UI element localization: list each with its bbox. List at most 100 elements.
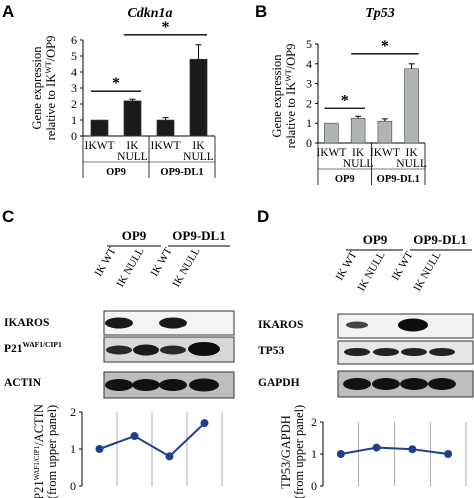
band — [105, 379, 133, 391]
band — [373, 348, 399, 356]
panel-d-blot-label-ikaros: IKAROS — [258, 319, 303, 331]
y-tick-label: 5 — [71, 49, 77, 63]
panel-d-quant-ylabel-line1: TP53/GAPDH — [279, 415, 293, 489]
panel-c-quant-chart: 0 1 2 — [70, 405, 223, 493]
band — [105, 317, 133, 329]
data-point — [200, 419, 209, 428]
bar — [90, 119, 109, 137]
band — [429, 348, 455, 356]
category-label: NULL — [183, 151, 214, 163]
data-point — [372, 443, 381, 452]
category-label: NULL — [117, 151, 148, 163]
panel-a-label: A — [2, 2, 14, 21]
band — [346, 321, 368, 329]
category-label: IKWT — [316, 147, 346, 159]
band — [401, 348, 427, 356]
y-tick-label: 1 — [71, 113, 77, 127]
band — [400, 378, 428, 390]
band — [343, 378, 371, 390]
panel-c-label: C — [2, 207, 14, 226]
y-tick-label: 2 — [70, 405, 76, 419]
panel-c-blot-p21 — [103, 336, 235, 363]
y-tick-label: 4 — [71, 65, 77, 79]
bar — [156, 119, 175, 137]
bar — [123, 100, 142, 137]
y-tick-label: 1 — [311, 447, 317, 461]
panel-c-lane-3: IK WT — [149, 245, 175, 278]
bar — [404, 68, 419, 144]
panel-d: D OP9 OP9-DL1 IK WT IK NULL IK WT IK NUL… — [257, 207, 474, 498]
band — [344, 348, 370, 356]
panel-c-blot-ikaros — [103, 310, 235, 336]
y-tick-label: 2 — [311, 415, 317, 429]
band — [189, 378, 219, 392]
group-label: OP9-DL1 — [160, 167, 203, 178]
band — [159, 379, 187, 391]
panel-c-header-op9dl1: OP9-DL1 — [172, 228, 225, 243]
group-label: OP9-DL1 — [377, 174, 420, 185]
band — [106, 345, 132, 355]
panel-c: C OP9 OP9-DL1 IK WT IK NULL IK WT IK NUL… — [2, 207, 235, 498]
band — [160, 345, 186, 355]
panel-c-blot-actin — [103, 371, 235, 399]
panel-d-label: D — [257, 207, 269, 226]
data-point — [336, 450, 345, 458]
significance-star: * — [381, 38, 389, 55]
panel-d-lane-2: IK NULL — [355, 249, 387, 293]
data-point — [408, 445, 417, 454]
panel-d-blot-gapdh — [337, 370, 474, 398]
series-line — [340, 446, 449, 455]
bar — [324, 122, 339, 144]
panel-c-blot-label-ikaros: IKAROS — [4, 317, 49, 329]
band — [159, 317, 187, 329]
data-point — [95, 445, 104, 453]
bar — [189, 58, 208, 137]
panel-d-blot-label-tp53: TP53 — [258, 345, 284, 357]
y-tick-label: 3 — [306, 77, 312, 91]
data-point — [444, 450, 453, 458]
panel-d-quant-ylabel-line2: (from upper panel) — [292, 405, 306, 498]
panel-d-blot-tp53 — [337, 340, 474, 365]
category-label: IK — [352, 147, 365, 159]
y-tick-label: 1 — [306, 116, 312, 130]
category-label: IKWT — [84, 140, 114, 152]
panel-c-lane-2: IK NULL — [114, 245, 146, 289]
y-tick-label: 2 — [306, 96, 312, 110]
significance-star: * — [112, 75, 120, 92]
y-tick-label: 0 — [70, 479, 76, 493]
group-label: OP9 — [335, 174, 355, 185]
panel-c-blot-label-actin: ACTIN — [4, 377, 42, 389]
panel-a-ylabel: Gene expression relative to IKWT/OP9 — [30, 36, 58, 141]
band — [132, 379, 160, 391]
panel-d-quant-ylabel: TP53/GAPDH (from upper panel) — [279, 405, 306, 498]
panel-a-title: Cdkn1a — [127, 6, 172, 21]
panel-b-ylabel-line2: relative to IKWT/OP9 — [284, 44, 298, 149]
panel-d-lane-4: IK NULL — [411, 249, 443, 293]
y-tick-label: 1 — [70, 442, 76, 456]
category-label: IK — [406, 147, 419, 159]
panel-c-lane-4: IK NULL — [170, 245, 202, 289]
band — [372, 378, 400, 390]
panel-b-ylabel: Gene expression relative to IKWT/OP9 — [270, 44, 298, 149]
category-label: IKWT — [150, 140, 180, 152]
bar — [377, 120, 393, 144]
data-point — [130, 432, 139, 441]
category-label: NULL — [396, 158, 427, 170]
panel-b-ylabel-line1: Gene expression — [270, 54, 284, 138]
band — [398, 318, 428, 332]
bar — [350, 117, 366, 144]
category-label: IK — [192, 140, 205, 152]
y-tick-label: 5 — [306, 37, 312, 51]
panel-b-title: Tp53 — [365, 6, 395, 21]
panel-d-lane-1: IK WT — [334, 249, 360, 282]
group-label: OP9 — [106, 167, 126, 178]
y-tick-label: 2 — [71, 97, 77, 111]
y-tick-label: 6 — [71, 33, 77, 47]
category-label: IKWT — [370, 147, 400, 159]
panel-d-blot-ikaros — [337, 313, 474, 339]
